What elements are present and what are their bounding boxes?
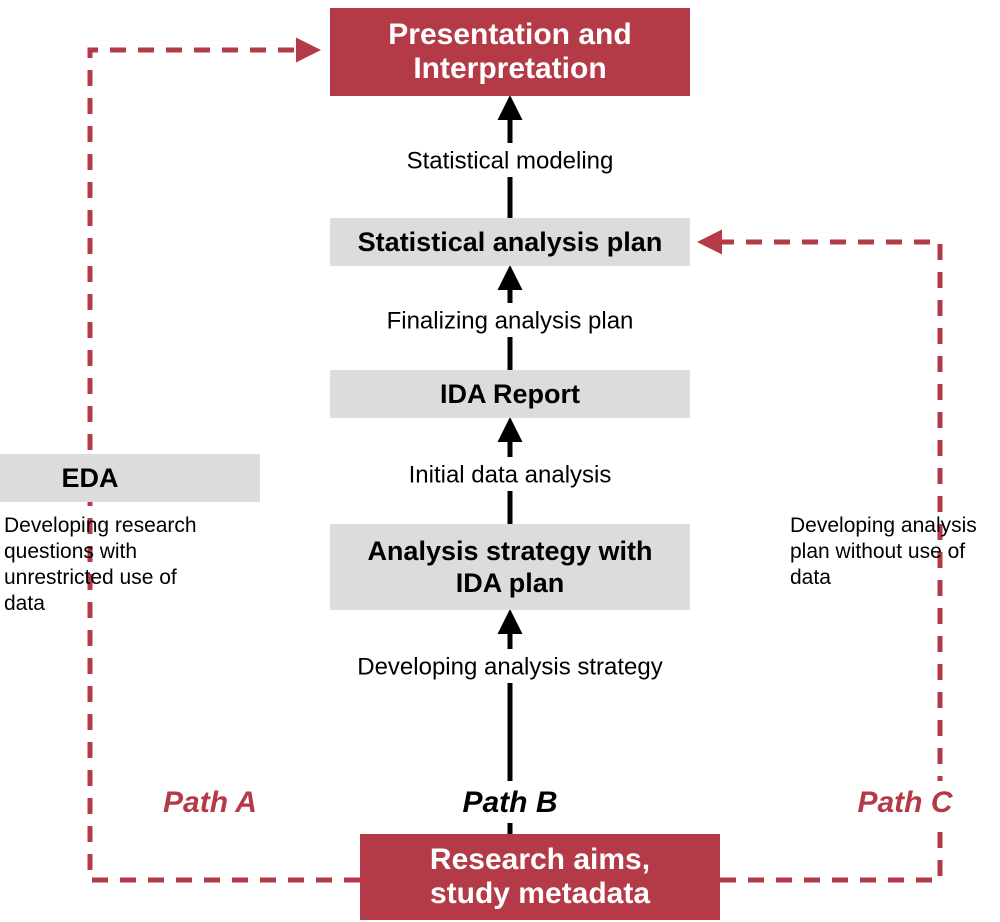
flow-diagram: Presentation andInterpretation Statistica…	[0, 0, 1000, 922]
node-analysis-strategy-line1: Analysis strategy with	[367, 536, 652, 566]
side-left-l1: Developing research	[4, 514, 197, 537]
edge-label-finalizing: Finalizing analysis plan	[387, 307, 634, 334]
path-label-c: Path C	[857, 786, 953, 819]
node-eda-label: EDA	[61, 463, 118, 493]
side-left-l3: unrestricted use of	[4, 566, 177, 589]
side-left-l2: questions with	[4, 540, 137, 563]
edge-label-developing_strategy: Developing analysis strategy	[357, 653, 663, 680]
node-ida-report-label: IDA Report	[440, 379, 580, 409]
node-eda	[0, 454, 260, 502]
node-presentation-line1: Presentation and	[388, 18, 631, 51]
side-left-l4: data	[4, 592, 45, 615]
path-labels-layer: Path A Path B Path C	[152, 781, 963, 823]
node-stat-plan-label: Statistical analysis plan	[358, 227, 663, 257]
side-right-l1: Developing analysis	[790, 514, 977, 537]
node-research-aims-line1: Research aims,	[430, 843, 650, 876]
side-right-l2: plan without use of	[790, 540, 965, 563]
side-right-l3: data	[790, 566, 831, 589]
node-presentation-line2: Interpretation	[413, 52, 606, 85]
path-label-a: Path A	[163, 786, 257, 819]
edge-label-initial: Initial data analysis	[409, 461, 612, 488]
node-research-aims-line2: study metadata	[430, 877, 650, 910]
node-analysis-strategy-line2: IDA plan	[456, 568, 565, 598]
path-label-b: Path B	[462, 786, 557, 819]
edge-label-modeling: Statistical modeling	[407, 147, 614, 174]
